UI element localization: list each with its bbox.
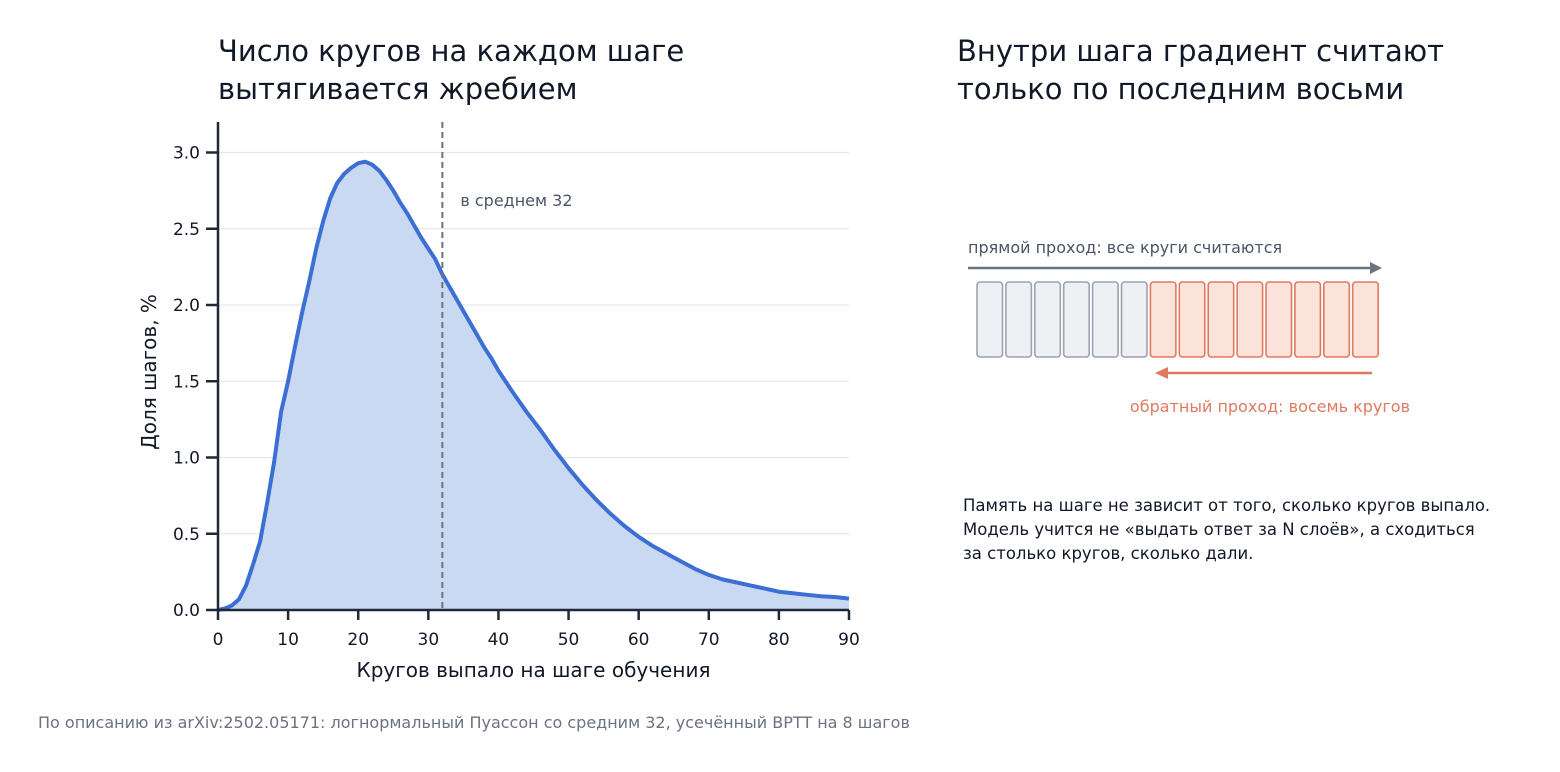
chart-title-line1: Число кругов на каждом шаге xyxy=(218,34,685,68)
forward-iteration-block xyxy=(1034,281,1062,358)
note-line-1: Память на шаге не зависит от того, сколь… xyxy=(963,496,1491,515)
chart-title-line2: вытягивается жребием xyxy=(218,72,578,106)
x-tick-label: 90 xyxy=(838,630,860,650)
backprop-iteration-block xyxy=(1149,281,1177,358)
forward-iteration-block xyxy=(1120,281,1148,358)
backprop-iteration-block xyxy=(1236,281,1264,358)
backprop-iteration-block xyxy=(1294,281,1322,358)
backprop-iteration-block xyxy=(1265,281,1293,358)
y-tick-label: 0.0 xyxy=(173,601,200,621)
backward-arrow-icon xyxy=(1155,367,1372,379)
x-tick-label: 10 xyxy=(277,630,299,650)
y-tick-label: 2.5 xyxy=(173,220,200,240)
chart-title: Число кругов на каждом шаге вытягивается… xyxy=(218,32,818,108)
source-footnote: По описанию из arXiv:2502.05171: логнорм… xyxy=(38,713,910,732)
backward-arrowhead xyxy=(1155,367,1168,379)
forward-arrow-icon xyxy=(968,262,1382,274)
distribution-line xyxy=(217,159,850,612)
backprop-iteration-block xyxy=(1351,281,1379,358)
y-tick-label: 1.0 xyxy=(173,449,200,469)
forward-arrowhead xyxy=(1370,262,1382,274)
backprop-iteration-block xyxy=(1207,281,1235,358)
axes: 0.0 0.5 1.0 1.5 2.0 2.5 3.0 0 10 20 30 40 50 60 70 80 90 xyxy=(173,122,860,650)
mean-label: в среднем 32 xyxy=(460,191,572,210)
x-axis-label: Кругов выпало на шаге обучения xyxy=(357,658,711,682)
x-tick-label: 30 xyxy=(418,630,440,650)
y-tick-label: 2.0 xyxy=(173,296,200,316)
diagram-title-line2: только по последним восьми xyxy=(957,72,1405,106)
x-tick-label: 0 xyxy=(213,630,224,650)
distribution-area xyxy=(218,161,849,610)
x-tick-label: 70 xyxy=(698,630,720,650)
x-tick-label: 80 xyxy=(768,630,790,650)
x-tick-label: 40 xyxy=(488,630,510,650)
forward-iteration-block xyxy=(1062,281,1090,358)
x-tick-label: 60 xyxy=(628,630,650,650)
y-tick-label: 3.0 xyxy=(173,144,200,164)
backprop-iteration-block xyxy=(1323,281,1351,358)
iteration-blocks xyxy=(976,281,1379,358)
diagram-title-line1: Внутри шага градиент считают xyxy=(957,34,1445,68)
y-tick-label: 1.5 xyxy=(173,372,200,392)
forward-iteration-block xyxy=(1005,281,1033,358)
forward-iteration-block xyxy=(1091,281,1119,358)
x-tick-label: 50 xyxy=(558,630,580,650)
y-tick-label: 0.5 xyxy=(173,525,200,545)
diagram-title: Внутри шага градиент считают только по п… xyxy=(957,32,1517,108)
forward-pass-label: прямой проход: все круги считаются xyxy=(968,238,1282,257)
note-line-3: за столько кругов, сколько дали. xyxy=(963,544,1254,563)
forward-iteration-block xyxy=(976,281,1004,358)
backprop-iteration-block xyxy=(1178,281,1206,358)
y-axis-label: Доля шагов, % xyxy=(137,294,161,450)
x-tick-label: 20 xyxy=(347,630,369,650)
bptt-diagram: прямой проход: все круги считаются обрат… xyxy=(968,238,1410,416)
backward-pass-label: обратный проход: восемь кругов xyxy=(1130,397,1410,416)
note-line-2: Модель учится не «выдать ответ за N слоё… xyxy=(963,520,1475,539)
